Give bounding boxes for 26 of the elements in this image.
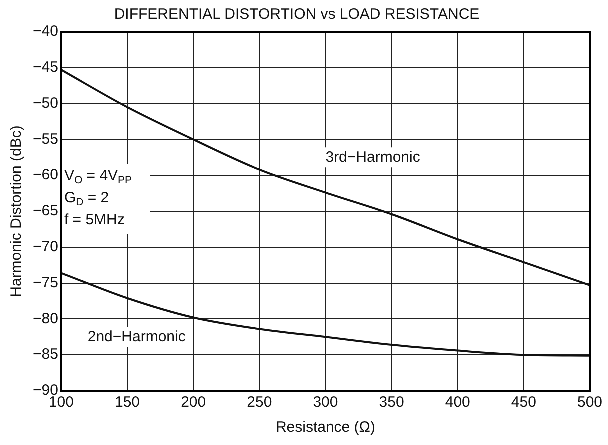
- x-tick-label: 200: [181, 394, 206, 412]
- y-tick-label: −85: [32, 346, 58, 364]
- annotation: f = 5MHz: [64, 211, 125, 228]
- x-tick-label: 300: [313, 394, 338, 412]
- y-tick-label: −50: [32, 94, 58, 112]
- x-tick-label: 450: [511, 394, 536, 412]
- y-tick-label: −45: [32, 59, 58, 76]
- y-tick-label: −70: [32, 238, 58, 256]
- y-tick-label: −65: [32, 202, 58, 220]
- y-tick-label: −80: [32, 310, 58, 328]
- series-label: 2nd−Harmonic: [88, 328, 186, 346]
- line-series: [61, 69, 590, 286]
- x-tick-label: 150: [115, 394, 140, 412]
- x-tick-label: 350: [379, 394, 404, 412]
- series-label: 3rd−Harmonic: [326, 148, 421, 166]
- y-axis-title: Harmonic Distortion (dBc): [8, 126, 26, 298]
- chart-title: DIFFERENTIAL DISTORTION vs LOAD RESISTANCE: [114, 6, 480, 24]
- y-tick-label: −55: [32, 130, 58, 148]
- y-tick-label: −60: [32, 166, 58, 184]
- x-axis-title: Resistance (Ω): [276, 419, 376, 436]
- x-tick-label: 400: [445, 394, 470, 412]
- line-series: [61, 272, 590, 357]
- y-tick-label: −40: [32, 23, 58, 40]
- y-tick-label: −75: [32, 274, 58, 292]
- x-tick-label: 250: [247, 394, 272, 412]
- x-tick-label: 500: [577, 394, 603, 412]
